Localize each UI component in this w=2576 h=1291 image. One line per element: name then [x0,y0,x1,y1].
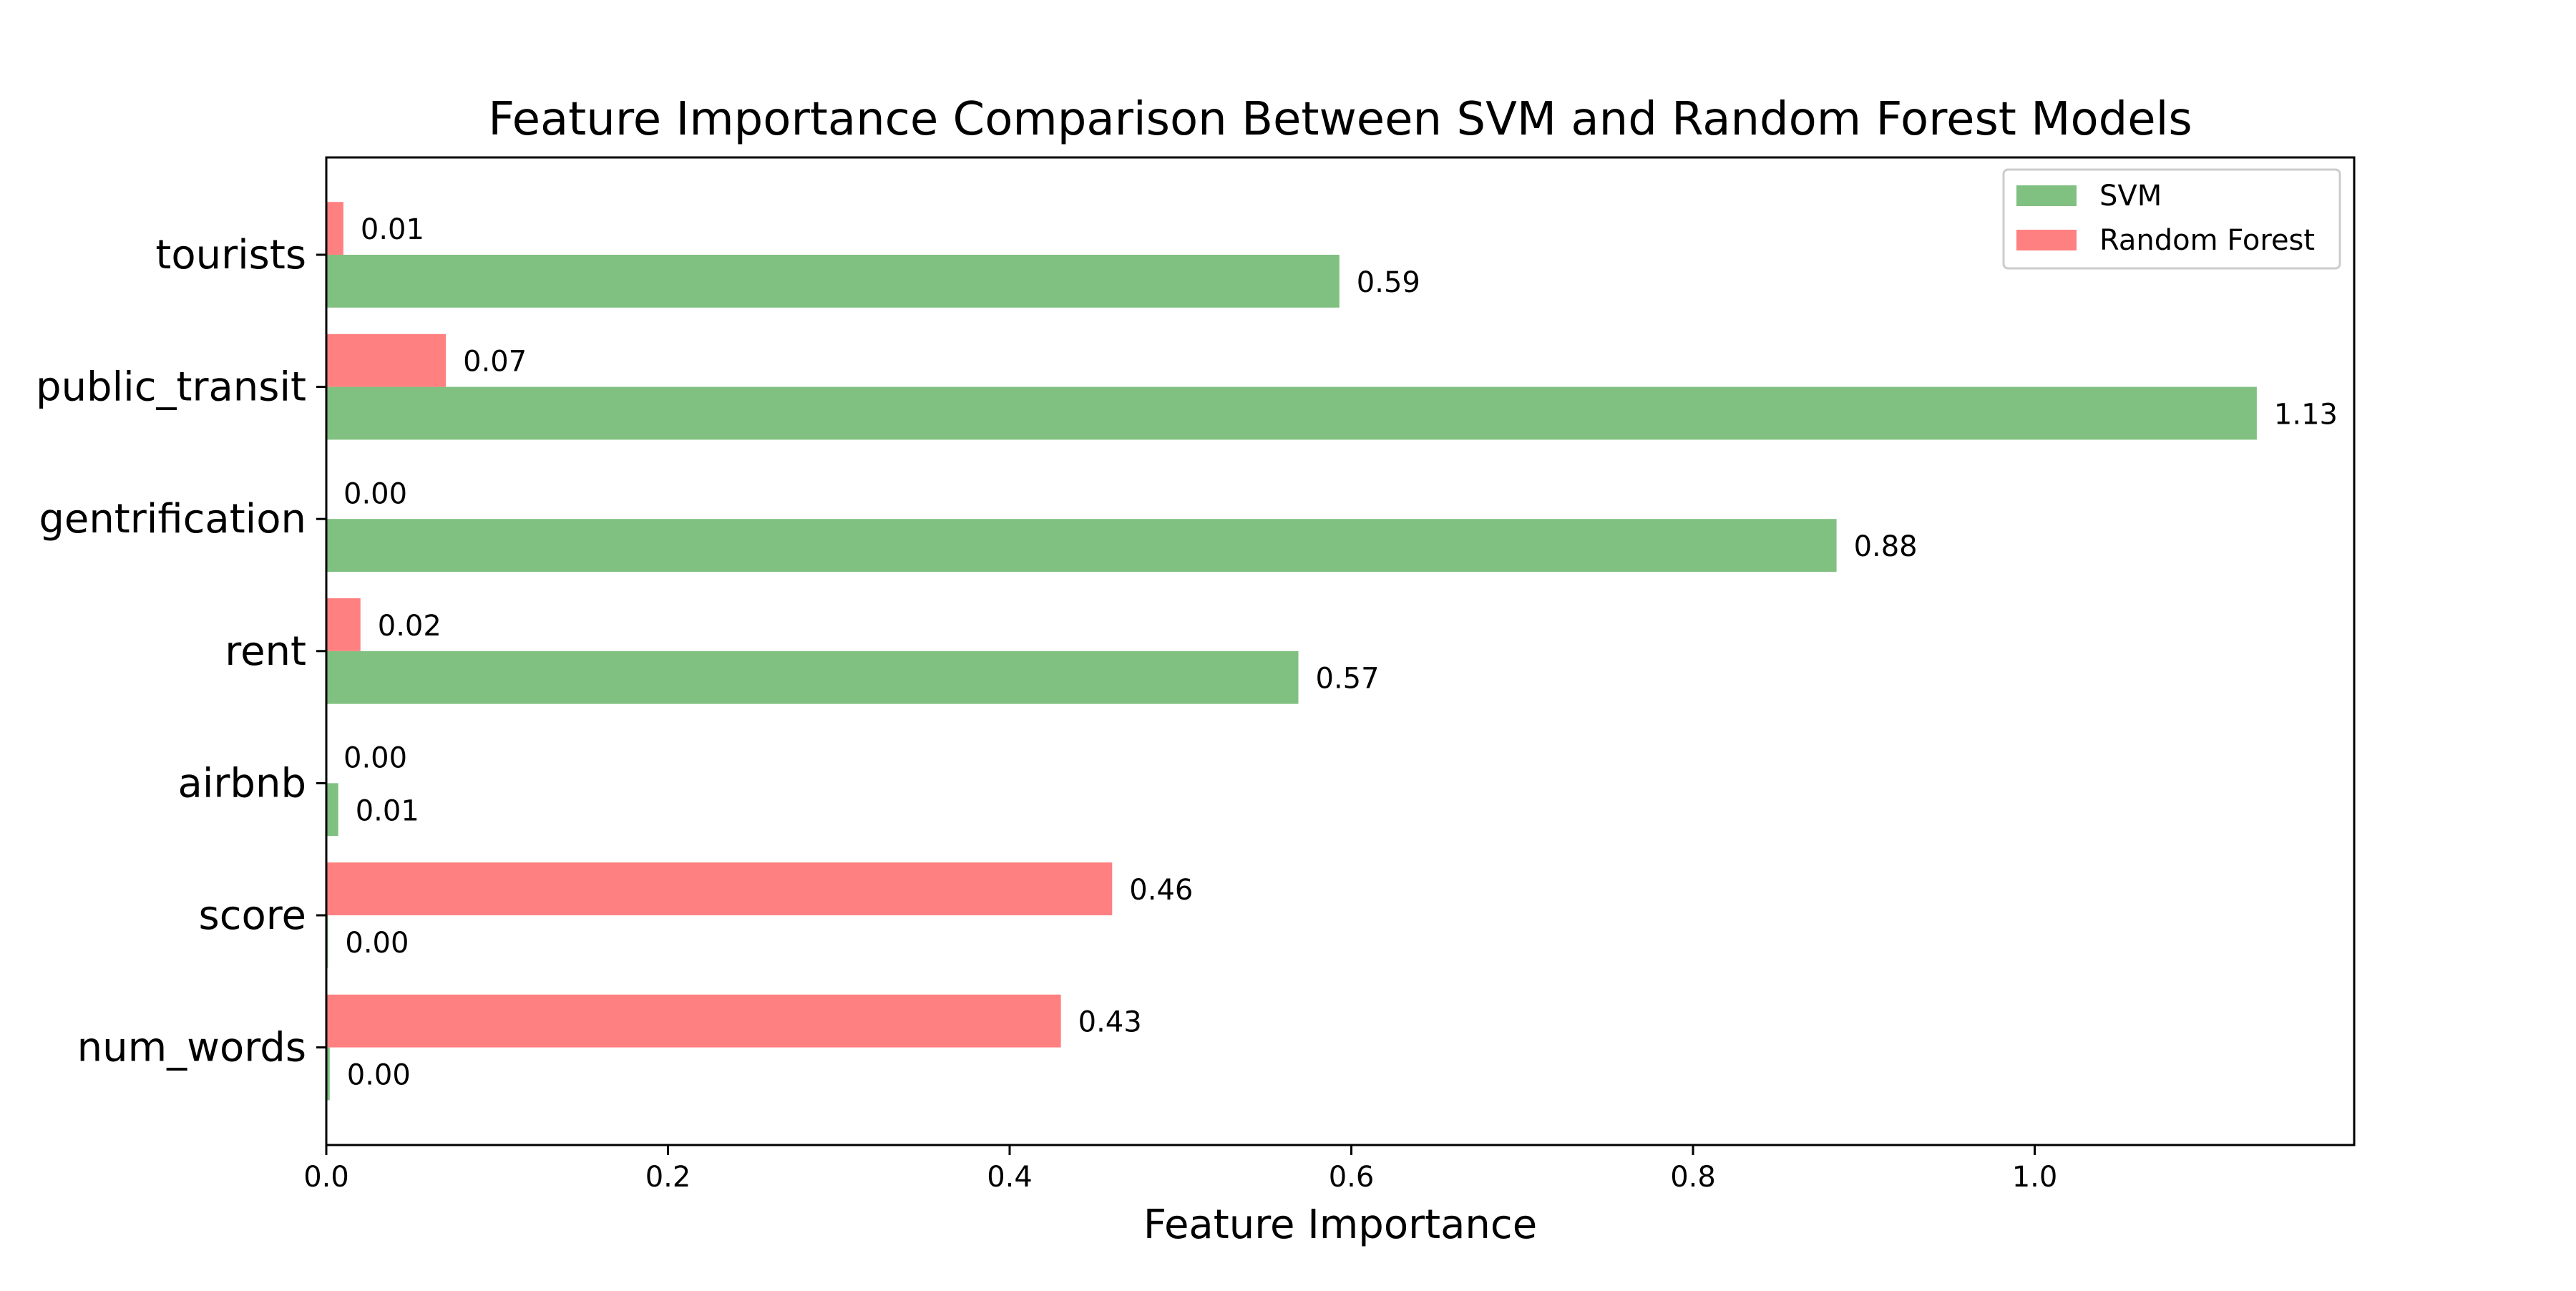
y-tick-label: rent [225,628,306,675]
y-tick-label: gentrification [39,496,306,542]
bar-random-forest-tourists [326,202,343,255]
legend-label-random-forest: Random Forest [2099,224,2315,257]
x-axis-label: Feature Importance [1143,1202,1537,1248]
bar-value-label: 0.00 [345,927,409,960]
bar-value-label: 0.59 [1357,266,1420,299]
bar-svm-gentrification [326,519,1837,572]
bar-value-label: 0.00 [343,477,407,510]
y-axis: tourists public_transit gentrification rent… [36,232,326,1071]
y-tick-label: airbnb [178,760,306,807]
x-tick-label: 1.0 [2012,1161,2058,1194]
bar-svm-airbnb [326,783,338,837]
bar-value-label: 0.46 [1129,874,1193,907]
legend-label-svm: SVM [2099,180,2162,213]
x-tick-label: 0.2 [645,1161,691,1194]
bar-value-label: 0.01 [356,794,419,827]
x-tick-label: 0.8 [1670,1161,1716,1194]
bar-value-label: 0.02 [378,610,441,643]
bar-svm-rent [326,651,1299,704]
y-tick-label: score [199,892,306,939]
bar-svm-tourists [326,255,1340,308]
bar-labels-layer: 0.59 0.01 1.13 0.07 0.88 0.00 0.57 0.02 0.01 0.00… [343,213,2338,1091]
legend-swatch-svm [2016,185,2077,206]
chart-title: Feature Importance Comparison Between SV… [488,93,2192,146]
y-tick-label: public_transit [36,364,306,411]
legend-frame [2002,168,2341,270]
legend-swatch-random-forest [2016,230,2077,250]
x-tick-label: 0.0 [303,1161,349,1194]
bar-random-forest-rent [326,598,361,651]
bar-value-label: 0.00 [343,742,407,775]
bar-value-label: 0.88 [1854,530,1918,563]
bar-random-forest-num-words [326,994,1061,1048]
bar-svm-public-transit [326,386,2257,440]
x-tick-label: 0.6 [1329,1161,1375,1194]
legend: SVM Random Forest [2002,168,2341,270]
bar-value-label: 0.07 [463,346,527,379]
bar-value-label: 0.57 [1316,663,1380,696]
y-tick-label: tourists [155,232,306,278]
bar-value-label: 1.13 [2274,399,2338,432]
bar-value-label: 0.00 [347,1059,411,1092]
bar-value-label: 0.01 [361,213,424,246]
bar-random-forest-score [326,862,1113,915]
y-tick-label: num_words [77,1025,306,1071]
bars-layer [326,202,2257,1101]
x-axis: 0.0 0.2 0.4 0.6 0.8 1.0 [303,1145,2057,1194]
bar-random-forest-public-transit [326,333,447,387]
bar-value-label: 0.43 [1078,1006,1142,1039]
bar-svm-num-words [326,1047,330,1101]
x-tick-label: 0.4 [987,1161,1033,1194]
